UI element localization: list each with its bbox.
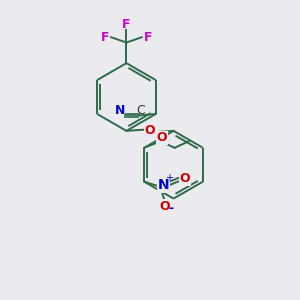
Text: F: F bbox=[122, 18, 131, 32]
Text: F: F bbox=[100, 31, 109, 44]
Text: O: O bbox=[145, 124, 155, 137]
Text: N: N bbox=[115, 103, 125, 117]
Text: +: + bbox=[165, 172, 173, 182]
Text: C: C bbox=[137, 103, 146, 117]
Text: O: O bbox=[179, 172, 190, 185]
Text: O: O bbox=[160, 200, 170, 213]
Text: F: F bbox=[144, 31, 152, 44]
Text: N: N bbox=[158, 178, 169, 192]
Text: -: - bbox=[169, 202, 174, 215]
Text: O: O bbox=[157, 131, 167, 144]
